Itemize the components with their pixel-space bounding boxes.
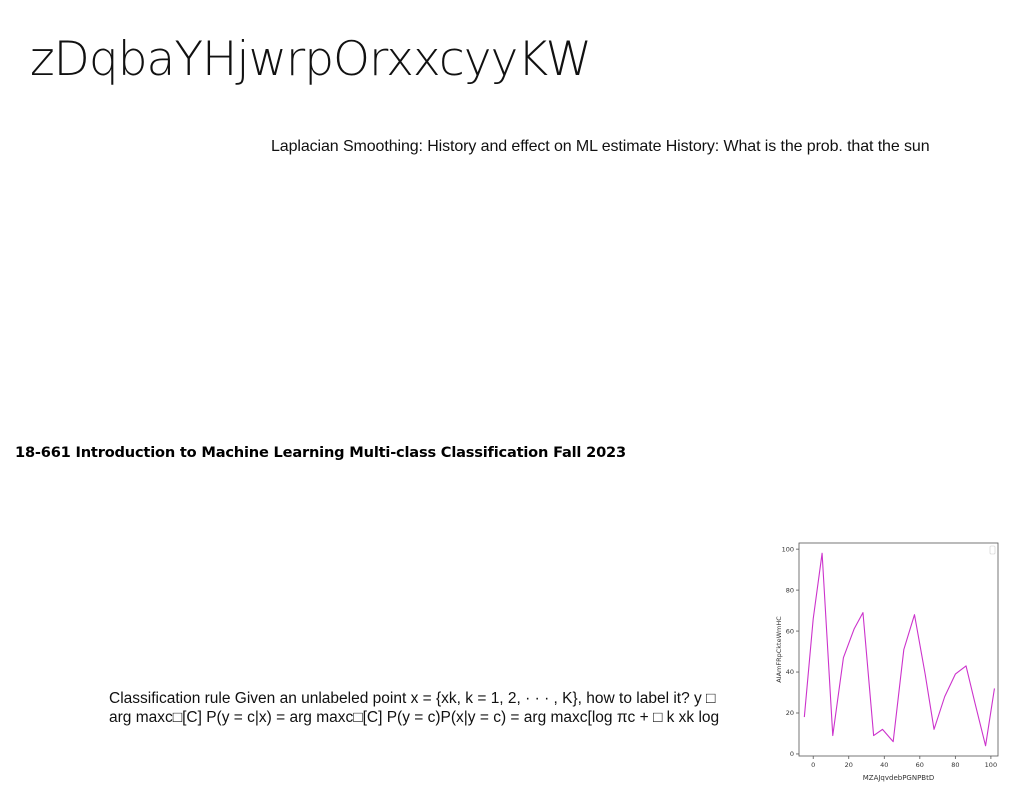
x-tick-label: 100 — [985, 761, 997, 769]
y-tick-label: 0 — [790, 750, 794, 758]
x-tick-label: 40 — [880, 761, 888, 769]
chart-background — [772, 538, 1004, 784]
y-axis-label: AIAmFRpCkteWmHC — [775, 616, 783, 683]
y-tick-label: 80 — [786, 586, 794, 594]
y-tick-label: 100 — [782, 545, 794, 553]
legend-box — [989, 545, 996, 555]
x-axis-label: MZAJqvdebPGNPBtD — [863, 774, 935, 782]
x-tick-label: 60 — [916, 761, 924, 769]
course-heading: 18-661 Introduction to Machine Learning … — [15, 444, 626, 461]
classification-rule-line-2: arg maxc□[C] P(y = c|x) = arg maxc□[C] P… — [109, 709, 720, 726]
x-tick-label: 20 — [845, 761, 853, 769]
y-tick-label: 60 — [786, 627, 794, 635]
plot-frame — [798, 542, 999, 757]
page-title: zDqbaYHjwrpOrxxcyyKW — [30, 32, 592, 87]
y-tick-label: 20 — [786, 709, 794, 717]
y-tick-label: 40 — [786, 668, 794, 676]
series-line — [803, 552, 995, 747]
slide-subtitle: Laplacian Smoothing: History and effect … — [271, 138, 930, 155]
classification-rule: Classification rule Given an unlabeled p… — [109, 689, 749, 727]
classification-rule-line-1: Classification rule Given an unlabeled p… — [109, 690, 716, 707]
line-chart: 0 20 40 60 80 100 0 20 40 60 80 100 MZAJqvdebPGNPBt… — [772, 538, 1004, 784]
x-tick-label: 0 — [811, 761, 815, 769]
x-tick-label: 80 — [951, 761, 959, 769]
